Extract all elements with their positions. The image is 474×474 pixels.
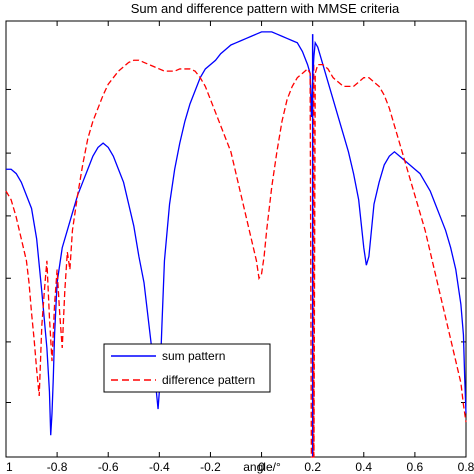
legend-box: [103, 343, 271, 393]
x-tick-label: -0.6: [98, 460, 119, 474]
x-axis-label: angle/°: [243, 460, 281, 474]
chart-title: Sum and difference pattern with MMSE cri…: [131, 1, 400, 16]
series-line-sum-pattern: [6, 31, 467, 436]
legend-label-difference-pattern: difference pattern: [162, 373, 255, 387]
legend: sum pattern difference pattern: [103, 343, 271, 393]
x-tick-label: -0.4: [149, 460, 170, 474]
x-tick-label: 0.8: [458, 460, 474, 474]
series-group: [5, 31, 467, 458]
x-tick-label: 0.4: [355, 460, 372, 474]
ticks: 1 -0.8 -0.6 -0.4 -0.2 0 0.2 0.4 0.6 0.8: [5, 21, 474, 474]
x-tick-label: 0: [258, 460, 265, 474]
x-tick-label: -0.2: [200, 460, 221, 474]
legend-label-sum-pattern: sum pattern: [162, 349, 225, 363]
x-tick-label: -0.8: [47, 460, 68, 474]
x-tick-label: 1: [6, 460, 13, 474]
x-tick-label: 0.6: [407, 460, 424, 474]
x-tick-label: 0.2: [304, 460, 321, 474]
series-line-difference-pattern: [5, 59, 467, 458]
